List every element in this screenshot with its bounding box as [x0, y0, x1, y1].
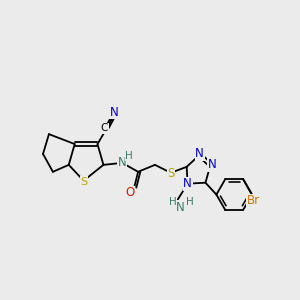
Text: C: C	[101, 123, 108, 133]
Text: N: N	[183, 177, 192, 190]
Text: N: N	[176, 201, 185, 214]
Text: S: S	[80, 177, 87, 187]
Text: O: O	[126, 186, 135, 199]
Text: H: H	[125, 151, 133, 161]
Text: Br: Br	[247, 194, 260, 207]
Text: N: N	[118, 156, 127, 170]
Text: N: N	[110, 106, 119, 119]
Text: N: N	[208, 158, 217, 171]
Text: N: N	[195, 148, 204, 160]
Text: H: H	[186, 196, 194, 206]
Text: H: H	[169, 196, 177, 206]
Text: S: S	[167, 167, 175, 180]
